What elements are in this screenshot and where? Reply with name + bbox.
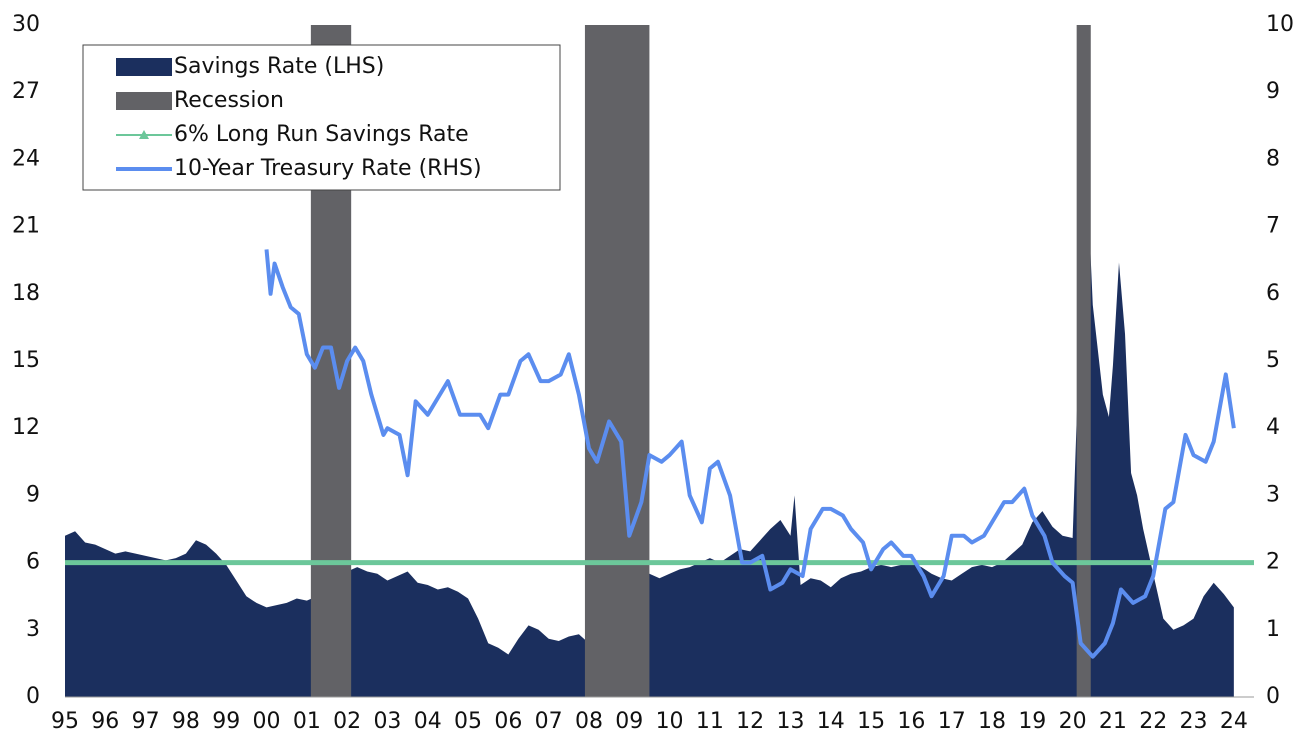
legend-label: 10-Year Treasury Rate (RHS): [174, 156, 482, 181]
legend-marker: [139, 130, 149, 139]
x-tick-label: 97: [132, 709, 160, 734]
x-tick-label: 98: [172, 709, 200, 734]
x-tick-label: 19: [1018, 709, 1046, 734]
x-tick-label: 03: [373, 709, 401, 734]
x-tick-label: 17: [938, 709, 966, 734]
y-tick-label: 0: [26, 684, 40, 709]
y2-tick-label: 8: [1266, 146, 1280, 171]
y-tick-label: 6: [26, 550, 40, 575]
x-tick-label: 96: [91, 709, 119, 734]
x-tick-label: 99: [212, 709, 240, 734]
x-tick-label: 09: [615, 709, 643, 734]
x-tick-label: 08: [575, 709, 603, 734]
recession-bar: [584, 25, 650, 697]
x-tick-label: 07: [535, 709, 563, 734]
y2-tick-label: 4: [1266, 415, 1280, 440]
y-tick-label: 3: [26, 617, 40, 642]
x-tick-label: 12: [736, 709, 764, 734]
y2-tick-label: 0: [1266, 684, 1280, 709]
x-tick-label: 05: [454, 709, 482, 734]
x-tick-label: 00: [253, 709, 281, 734]
x-tick-label: 20: [1059, 709, 1087, 734]
y-tick-label: 12: [12, 415, 40, 440]
x-tick-label: 13: [776, 709, 804, 734]
y-tick-label: 30: [12, 12, 40, 37]
y-tick-label: 15: [12, 348, 40, 373]
legend: Savings Rate (LHS) Recession 6% Long Run S…: [82, 44, 561, 191]
x-tick-label: 23: [1180, 709, 1208, 734]
x-tick-label: 04: [414, 709, 442, 734]
x-tick-label: 18: [978, 709, 1006, 734]
legend-label: 6% Long Run Savings Rate: [174, 122, 469, 147]
recession-bar: [1076, 25, 1091, 697]
legend-swatch: [116, 58, 172, 76]
y-tick-label: 24: [12, 146, 40, 171]
y-tick-label: 21: [12, 214, 40, 239]
y2-tick-label: 10: [1266, 12, 1294, 37]
x-tick-label: 02: [333, 709, 361, 734]
legend-swatch: [116, 92, 172, 110]
x-tick-label: 01: [293, 709, 321, 734]
y-tick-label: 18: [12, 281, 40, 306]
x-tick-label: 14: [817, 709, 845, 734]
x-tick-label: 16: [897, 709, 925, 734]
y-tick-label: 9: [26, 482, 40, 507]
y-tick-label: 27: [12, 79, 40, 104]
legend-label: Savings Rate (LHS): [174, 54, 384, 79]
y2-tick-label: 6: [1266, 281, 1280, 306]
x-tick-label: 15: [857, 709, 885, 734]
y2-tick-label: 2: [1266, 550, 1280, 575]
x-tick-label: 24: [1220, 709, 1248, 734]
y2-tick-label: 5: [1266, 348, 1280, 373]
y2-tick-label: 3: [1266, 482, 1280, 507]
x-tick-label: 11: [696, 709, 724, 734]
y2-tick-label: 9: [1266, 79, 1280, 104]
legend-label: Recession: [174, 88, 284, 113]
y2-tick-label: 1: [1266, 617, 1280, 642]
y2-tick-label: 7: [1266, 214, 1280, 239]
treasury-line: [264, 249, 1236, 659]
x-tick-label: 95: [51, 709, 79, 734]
x-tick-label: 22: [1139, 709, 1167, 734]
x-tick-label: 21: [1099, 709, 1127, 734]
x-tick-label: 10: [656, 709, 684, 734]
x-tick-label: 06: [494, 709, 522, 734]
